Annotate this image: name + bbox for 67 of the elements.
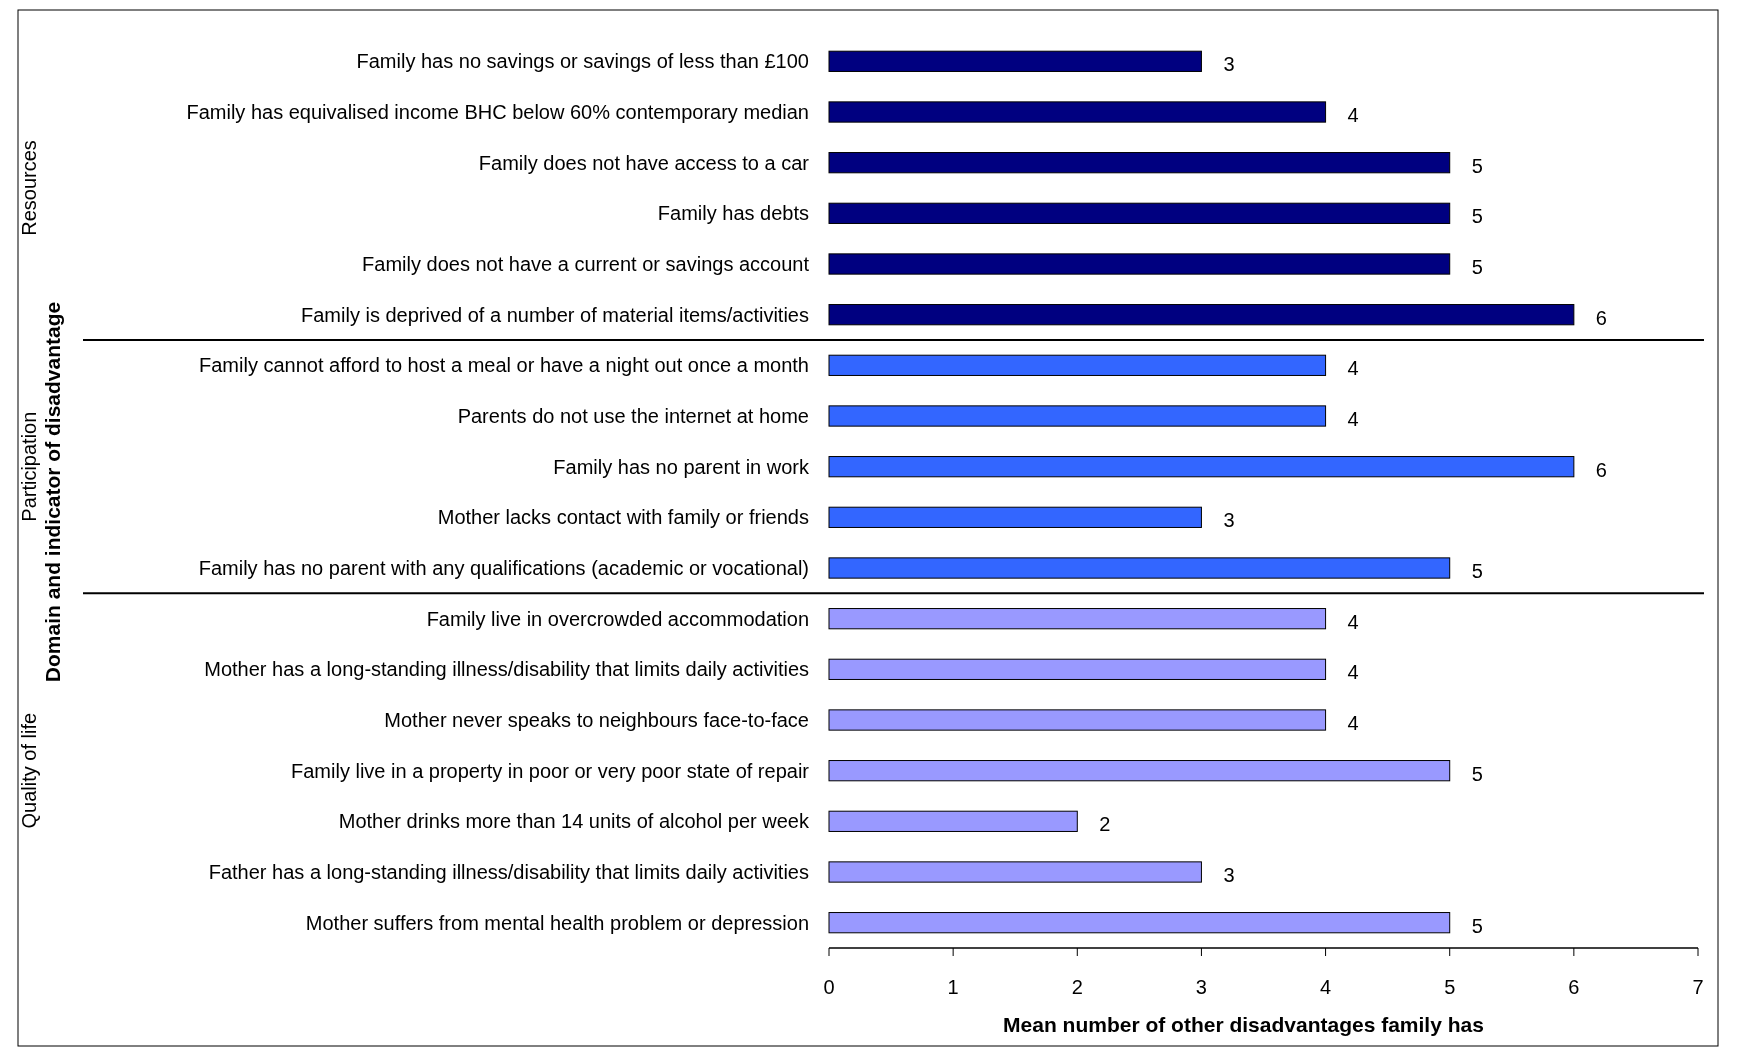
y-tick-label: Family cannot afford to host a meal or have a night out once a month bbox=[199, 354, 809, 377]
y-tick-label: Family live in overcrowded accommodation bbox=[426, 607, 809, 630]
bar bbox=[828, 709, 1327, 731]
text: Resources bbox=[18, 140, 40, 236]
data-label: 4 bbox=[1347, 357, 1359, 380]
bar bbox=[828, 152, 1451, 174]
x-tick-label: 2 bbox=[1071, 976, 1083, 998]
y-tick-label: Family has no savings or savings of less than £100 bbox=[356, 50, 809, 73]
data-label: 3 bbox=[1223, 53, 1235, 76]
data-label: 5 bbox=[1471, 154, 1483, 177]
bar bbox=[828, 810, 1078, 832]
data-label: 4 bbox=[1347, 712, 1359, 734]
y-tick-label: Mother lacks contact with family or friends bbox=[437, 506, 809, 529]
bar bbox=[828, 253, 1451, 275]
data-label: 5 bbox=[1471, 914, 1483, 937]
y-tick-label: Family has no parent with any qualifications (academic or vocational) bbox=[198, 557, 809, 579]
data-label: 4 bbox=[1347, 104, 1359, 126]
bar bbox=[828, 760, 1451, 782]
text: Domain and indicator of disadvantage bbox=[41, 301, 64, 683]
data-label: 4 bbox=[1347, 408, 1359, 430]
y-tick-label: Mother suffers from mental health problem or depression bbox=[305, 911, 809, 934]
x-tick-label: 0 bbox=[823, 976, 835, 998]
bar bbox=[828, 861, 1202, 883]
x-tick-label: 5 bbox=[1444, 976, 1456, 998]
data-label: 6 bbox=[1595, 306, 1607, 329]
y-tick-label: Family live in a property in poor or very poor state of repair bbox=[291, 759, 810, 782]
x-axis-title: Mean number of other disadvantages family has bbox=[1003, 1013, 1484, 1036]
bar bbox=[828, 912, 1451, 934]
bar bbox=[828, 101, 1327, 123]
y-tick-label: Family does not have access to a car bbox=[478, 151, 810, 174]
data-label: 5 bbox=[1471, 762, 1483, 785]
y-tick-label: Family has no parent in work bbox=[553, 455, 810, 478]
data-label: 5 bbox=[1471, 205, 1483, 228]
bar bbox=[828, 506, 1202, 528]
data-label: 2 bbox=[1099, 813, 1111, 836]
data-label: 4 bbox=[1347, 661, 1359, 684]
bar bbox=[828, 608, 1327, 630]
bar bbox=[828, 658, 1327, 680]
y-tick-label: Parents do not use the internet at home bbox=[457, 405, 809, 427]
data-label: 3 bbox=[1223, 509, 1235, 532]
y-tick-label: Mother never speaks to neighbours face-to-face bbox=[384, 709, 809, 731]
bar bbox=[828, 405, 1327, 427]
data-label: 6 bbox=[1595, 458, 1607, 481]
y-tick-label: Mother has a long-standing illness/disability that limits daily activities bbox=[204, 658, 809, 681]
bar bbox=[828, 202, 1451, 224]
y-tick-label: Family has debts bbox=[657, 202, 809, 225]
y-tick-label: Father has a long-standing illness/disability that limits daily activities bbox=[208, 861, 809, 883]
x-tick-label: 3 bbox=[1195, 976, 1207, 998]
y-tick-label: Family has equivalised income BHC below 60% contemporary median bbox=[186, 101, 809, 123]
y-tick-label: Family does not have a current or savings account bbox=[362, 253, 810, 275]
bar bbox=[828, 304, 1575, 326]
y-tick-label: Mother drinks more than 14 units of alcohol per week bbox=[338, 810, 810, 833]
bar bbox=[828, 354, 1327, 376]
x-tick-label: 6 bbox=[1568, 976, 1580, 998]
x-tick-label: 7 bbox=[1692, 976, 1704, 998]
text: Participation bbox=[18, 411, 40, 522]
data-label: 5 bbox=[1471, 560, 1483, 582]
text: Quality of life bbox=[18, 712, 40, 829]
data-label: 4 bbox=[1347, 610, 1359, 633]
bar bbox=[828, 456, 1575, 478]
bar bbox=[828, 557, 1451, 579]
data-label: 3 bbox=[1223, 864, 1235, 886]
x-tick-label: 1 bbox=[947, 976, 959, 998]
y-tick-label: Family is deprived of a number of material items/activities bbox=[301, 303, 809, 326]
data-label: 5 bbox=[1471, 256, 1483, 278]
bar bbox=[828, 50, 1202, 72]
x-tick-label: 4 bbox=[1320, 976, 1332, 998]
